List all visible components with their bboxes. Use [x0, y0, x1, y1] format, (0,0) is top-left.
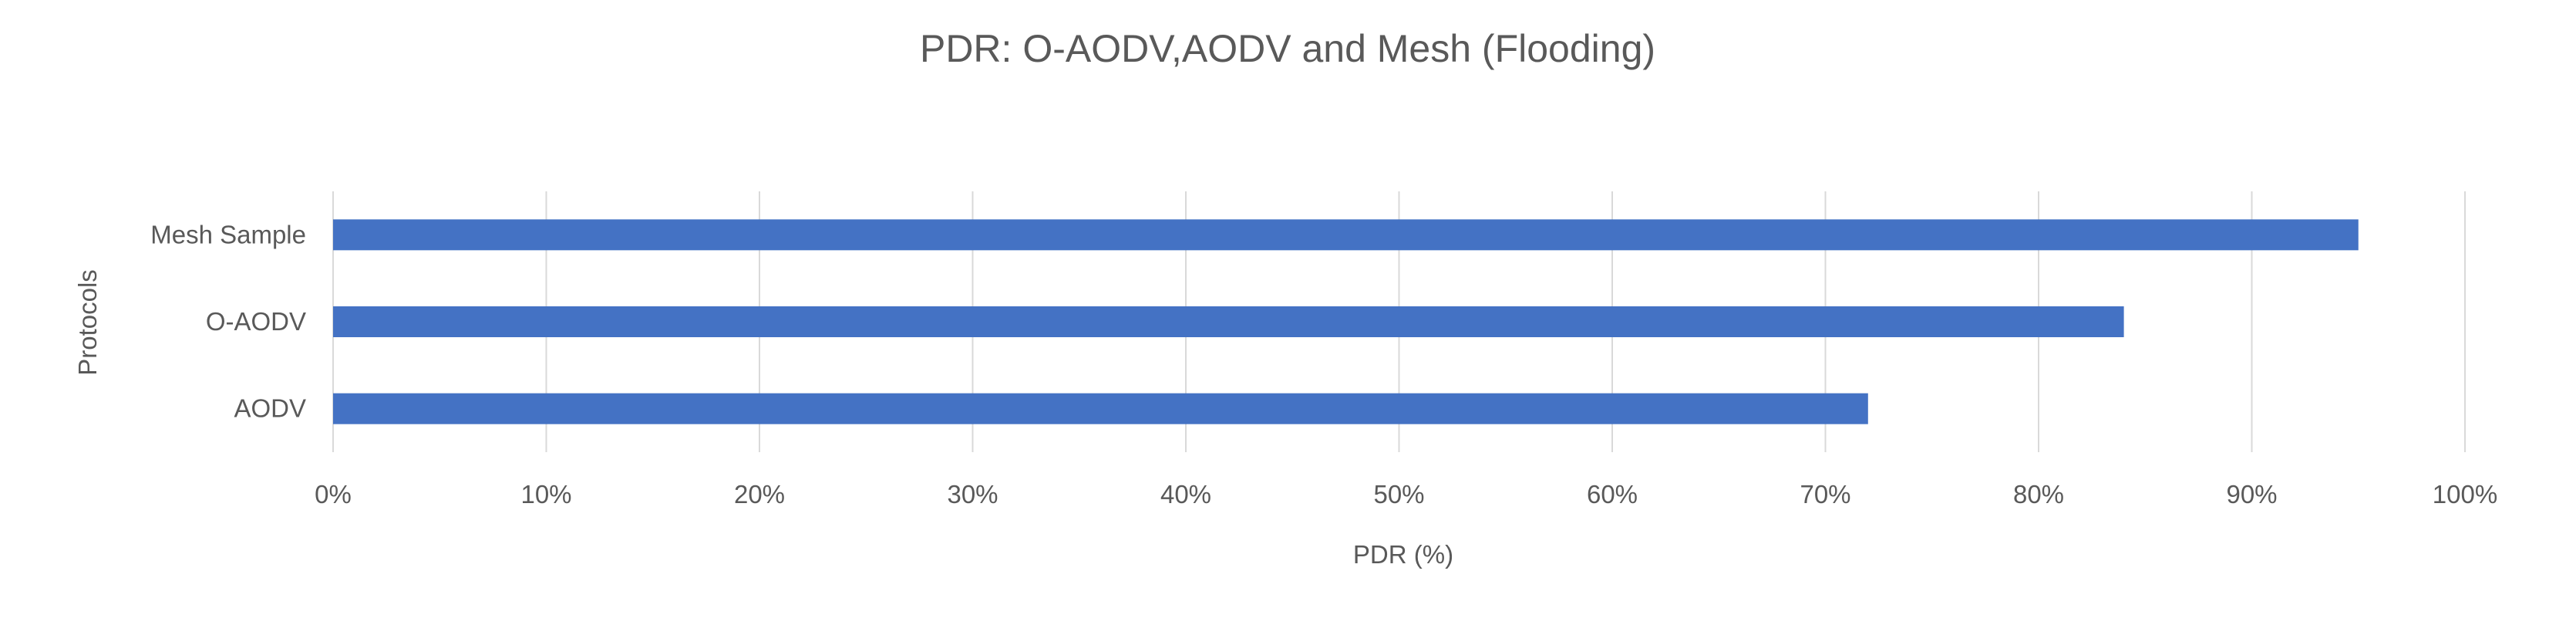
x-tick-label: 30%: [947, 480, 998, 508]
x-tick-label: 0%: [315, 480, 352, 508]
chart-title: PDR: O-AODV,AODV and Mesh (Flooding): [920, 27, 1655, 70]
x-tick-label: 10%: [520, 480, 571, 508]
bar-mesh-sample: [333, 219, 2359, 251]
category-label: AODV: [234, 394, 306, 423]
x-tick-label: 50%: [1373, 480, 1424, 508]
category-label: O-AODV: [206, 307, 306, 336]
bar-o-aodv: [333, 306, 2124, 337]
x-tick-label: 60%: [1587, 480, 1638, 508]
x-tick-label: 40%: [1160, 480, 1211, 508]
x-tick-label: 20%: [734, 480, 785, 508]
x-axis-title: PDR (%): [1353, 540, 1453, 569]
x-tick-label: 100%: [2433, 480, 2497, 508]
y-axis-title: Protocols: [73, 269, 102, 376]
bars: [333, 219, 2359, 424]
y-category-labels: AODV O-AODV Mesh Sample: [150, 220, 306, 422]
x-tick-label: 70%: [1800, 480, 1850, 508]
bar-aodv: [333, 393, 1868, 424]
x-tick-label: 80%: [2013, 480, 2064, 508]
x-tick-labels: 0% 10% 20% 30% 40% 50% 60% 70% 80% 90% 100%: [315, 480, 2497, 508]
x-tick-label: 90%: [2226, 480, 2277, 508]
category-label: Mesh Sample: [150, 220, 306, 248]
